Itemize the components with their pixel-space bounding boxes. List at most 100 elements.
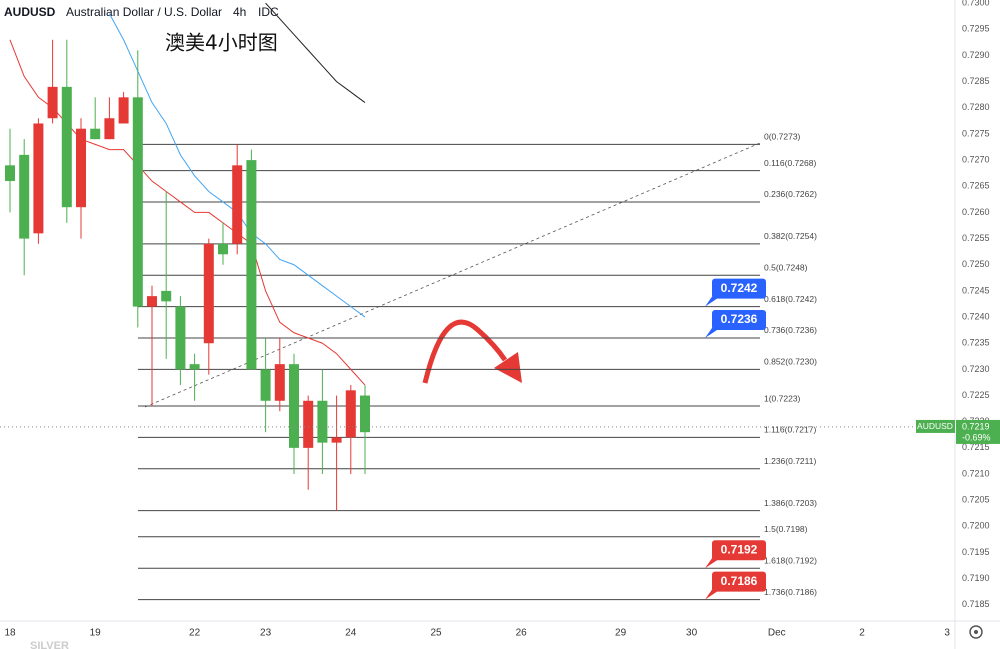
- x-tick-label: 3: [944, 628, 950, 639]
- fib-label: 1(0.7223): [764, 393, 801, 403]
- symbol-tag-label: AUDUSD: [917, 421, 953, 431]
- last-price-tag: [956, 419, 1000, 444]
- callout-box: [712, 540, 766, 561]
- y-tick-label: 0.7200: [962, 521, 990, 531]
- change-label: -0.69%: [962, 432, 991, 442]
- y-tick-label: 0.7225: [962, 390, 990, 400]
- candle-body: [360, 395, 370, 433]
- y-tick-label: 0.7255: [962, 233, 990, 243]
- candle-body: [33, 123, 44, 234]
- candle-body: [61, 86, 72, 208]
- x-tick-label: 23: [260, 628, 272, 639]
- callout-label: 0.7192: [721, 542, 758, 556]
- y-tick-label: 0.7230: [962, 364, 990, 374]
- x-tick-label: 24: [345, 628, 357, 639]
- y-tick-label: 0.7260: [962, 207, 990, 217]
- moving-average-line: [265, 2, 366, 103]
- candle-body: [90, 128, 101, 140]
- x-tick-label: 29: [615, 628, 627, 639]
- settings-icon[interactable]: [969, 625, 983, 639]
- fib-label: 1.618(0.7192): [764, 555, 817, 565]
- callout-pointer: [705, 558, 720, 569]
- last-price-label: 0.7219: [962, 421, 990, 431]
- y-tick-label: 0.7295: [962, 24, 990, 34]
- candle-body: [218, 243, 228, 255]
- callout-box: [712, 309, 766, 330]
- symbol: AUDUSD: [4, 5, 56, 19]
- arrow-curve: [422, 319, 508, 384]
- y-tick-label: 0.7185: [962, 599, 990, 609]
- callout-pointer: [705, 589, 720, 600]
- callout-pointer: [705, 327, 720, 338]
- y-tick-label: 0.7265: [962, 181, 990, 191]
- fib-label: 1.116(0.7217): [764, 425, 816, 435]
- y-tick-label: 0.7215: [962, 442, 990, 452]
- y-tick-label: 0.7285: [962, 76, 990, 86]
- y-tick-label: 0.7300: [962, 0, 990, 8]
- candle-body: [303, 400, 314, 448]
- fib-label: 0.382(0.7254): [764, 231, 817, 241]
- candle-body: [246, 160, 257, 370]
- instrument-name: Australian Dollar / U.S. Dollar: [66, 5, 222, 19]
- callout-box: [712, 571, 766, 592]
- candle-body: [132, 97, 143, 307]
- x-tick-label: 22: [189, 628, 201, 639]
- y-tick-label: 0.7240: [962, 311, 990, 321]
- y-tick-label: 0.7235: [962, 338, 990, 348]
- x-tick-label: 2: [859, 628, 865, 639]
- candle-body: [274, 364, 285, 401]
- gear-center[interactable]: [974, 630, 978, 634]
- candle-body: [317, 400, 328, 443]
- x-tick-label: 25: [430, 628, 442, 639]
- y-tick-label: 0.7210: [962, 468, 990, 478]
- candle-body: [345, 390, 356, 438]
- callout-label: 0.7242: [721, 281, 758, 295]
- candle-body: [175, 306, 186, 370]
- candle-body: [260, 369, 271, 401]
- y-tick-label: 0.7275: [962, 128, 990, 138]
- x-tick-label: 30: [686, 628, 698, 639]
- candle-body: [289, 364, 299, 448]
- fib-label: 1.386(0.7203): [764, 498, 817, 508]
- fib-label: 0.116(0.7268): [764, 158, 816, 168]
- callout-label: 0.7236: [721, 312, 758, 326]
- y-tick-label: 0.7245: [962, 285, 990, 295]
- source: IDC: [258, 5, 279, 19]
- fib-label: 1.236(0.7211): [764, 456, 816, 466]
- y-tick-label: 0.7195: [962, 547, 990, 557]
- x-tick-label: 19: [90, 628, 102, 639]
- candle-body: [76, 128, 86, 208]
- arrow-head: [494, 352, 522, 383]
- fib-label: 1.5(0.7198): [764, 524, 808, 534]
- fib-label: 0.852(0.7230): [764, 357, 817, 367]
- candle-body: [118, 97, 129, 124]
- gear[interactable]: [969, 625, 983, 639]
- candle-body: [147, 296, 157, 307]
- y-tick-label: 0.7250: [962, 259, 990, 269]
- callout-label: 0.7186: [721, 574, 758, 588]
- candle-body: [47, 86, 58, 119]
- symbol-tag: [916, 419, 955, 433]
- interval: 4h: [233, 5, 246, 19]
- fib-label: 0.236(0.7262): [764, 189, 817, 199]
- candle-body: [203, 243, 214, 344]
- candle-body: [5, 165, 15, 182]
- y-tick-label: 0.7280: [962, 102, 990, 112]
- callout-pointer: [705, 296, 720, 307]
- fib-label: 0.5(0.7248): [764, 262, 808, 272]
- x-tick-label: 26: [516, 628, 528, 639]
- candle-body: [104, 118, 115, 140]
- y-tick-label: 0.7290: [962, 50, 990, 60]
- fib-label: 0(0.7273): [764, 132, 801, 142]
- fib-label: 0.618(0.7242): [764, 294, 817, 304]
- candle-body: [161, 290, 172, 302]
- y-tick-label: 0.7190: [962, 573, 990, 583]
- y-tick-label: 0.7270: [962, 154, 990, 164]
- x-tick-label: Dec: [768, 628, 786, 639]
- candle-body: [331, 437, 342, 443]
- watermark: SILVER: [30, 640, 69, 649]
- callout-box: [712, 278, 766, 299]
- fib-label: 1.736(0.7186): [764, 587, 817, 597]
